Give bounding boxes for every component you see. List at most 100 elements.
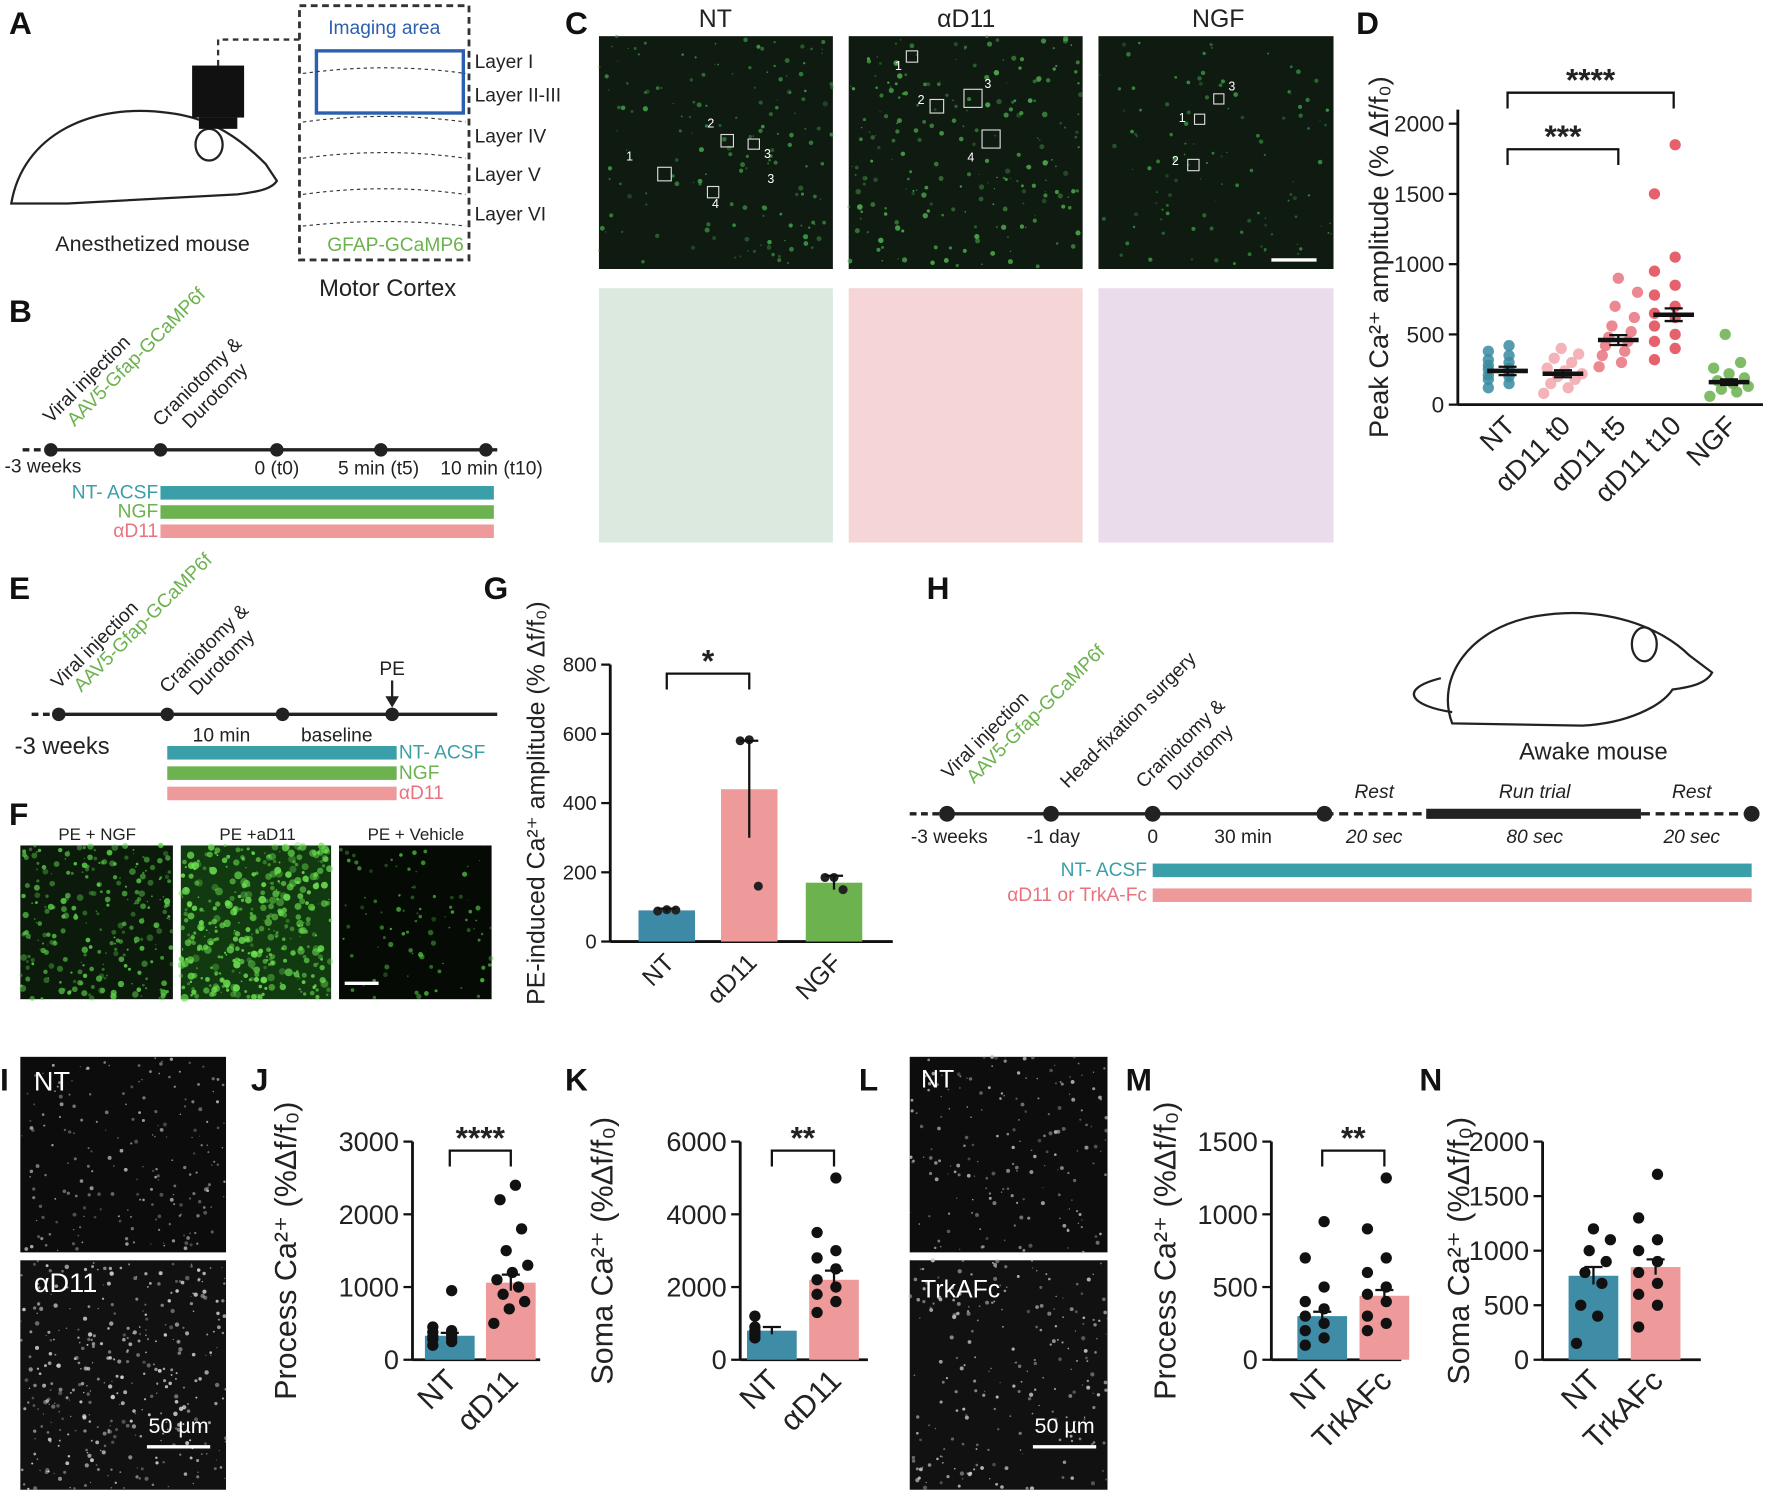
y-tick-label: 4000 xyxy=(666,1199,726,1230)
texture xyxy=(191,989,197,995)
significance-label: ** xyxy=(1341,1119,1366,1155)
texture xyxy=(955,58,957,61)
texture xyxy=(137,970,142,975)
texture xyxy=(1077,82,1080,85)
texture xyxy=(903,91,909,96)
texture xyxy=(1067,205,1072,210)
texture xyxy=(35,1164,40,1169)
texture xyxy=(1006,1187,1010,1191)
y-tick-label: 1500 xyxy=(1197,1126,1257,1157)
texture xyxy=(182,1423,185,1426)
texture xyxy=(773,64,776,68)
texture xyxy=(938,1297,943,1302)
texture xyxy=(862,117,867,122)
texture xyxy=(346,924,351,929)
y-tick-label: 800 xyxy=(563,655,597,677)
texture xyxy=(151,1169,155,1173)
roi-label: 1 xyxy=(1179,111,1186,125)
texture xyxy=(214,1382,220,1388)
texture xyxy=(976,1319,979,1322)
texture xyxy=(966,1077,968,1079)
texture xyxy=(316,962,319,965)
label: PE +aD11 xyxy=(219,825,295,844)
micrograph xyxy=(20,1260,227,1490)
texture xyxy=(964,1415,969,1420)
texture xyxy=(891,158,893,161)
texture xyxy=(1081,1219,1083,1221)
texture xyxy=(183,1165,187,1170)
texture xyxy=(309,990,315,996)
texture xyxy=(956,1072,961,1077)
texture xyxy=(1131,168,1134,171)
data-point xyxy=(1318,1332,1330,1344)
data-point xyxy=(1579,1266,1591,1279)
texture xyxy=(1090,1442,1094,1446)
texture xyxy=(224,951,227,954)
texture xyxy=(1220,183,1223,185)
texture xyxy=(975,1463,979,1467)
texture xyxy=(961,1477,964,1480)
texture xyxy=(963,48,966,50)
texture xyxy=(1094,1235,1098,1238)
data-point xyxy=(1669,139,1681,151)
texture xyxy=(288,855,296,863)
texture xyxy=(138,1477,141,1480)
texture xyxy=(129,1419,133,1423)
texture xyxy=(617,105,621,110)
label: 10 min xyxy=(193,725,251,746)
label: NT xyxy=(34,1066,70,1097)
texture xyxy=(110,1394,116,1400)
texture xyxy=(1112,143,1117,149)
texture xyxy=(1061,1341,1064,1344)
texture xyxy=(275,889,278,891)
texture xyxy=(109,860,116,867)
texture xyxy=(97,1468,99,1471)
roi xyxy=(929,98,945,114)
significance-bracket xyxy=(665,672,751,690)
texture xyxy=(713,63,716,66)
texture xyxy=(121,922,126,926)
texture xyxy=(928,1215,931,1218)
data-point xyxy=(1648,188,1661,200)
texture xyxy=(60,928,66,934)
texture xyxy=(1026,1309,1031,1314)
texture xyxy=(37,1286,41,1290)
texture xyxy=(134,1413,136,1415)
texture xyxy=(51,933,57,939)
texture xyxy=(266,914,271,920)
texture xyxy=(173,1085,176,1088)
texture xyxy=(909,1155,913,1159)
texture xyxy=(999,1284,1002,1287)
texture xyxy=(218,1450,220,1452)
texture xyxy=(43,969,48,975)
texture xyxy=(130,1085,134,1089)
texture xyxy=(973,1175,976,1177)
texture xyxy=(283,958,288,963)
timepoint xyxy=(1043,805,1059,822)
texture xyxy=(1047,1277,1051,1281)
texture xyxy=(86,1392,90,1396)
texture xyxy=(1053,1307,1056,1311)
texture xyxy=(985,1300,990,1305)
texture xyxy=(883,212,888,216)
texture xyxy=(918,1467,923,1472)
texture xyxy=(132,1409,136,1413)
texture xyxy=(165,1136,168,1138)
texture xyxy=(299,935,301,938)
roi-label: 3 xyxy=(1228,79,1235,93)
texture xyxy=(1035,1305,1039,1309)
texture xyxy=(191,905,198,912)
data-point xyxy=(1592,1310,1604,1322)
texture xyxy=(159,898,162,901)
data-point xyxy=(1503,349,1515,362)
texture xyxy=(1031,1055,1035,1060)
texture xyxy=(1054,1325,1058,1328)
y-tick-label: 0 xyxy=(1432,393,1445,418)
texture xyxy=(198,1107,203,1112)
texture xyxy=(117,980,125,988)
texture xyxy=(303,921,305,924)
texture xyxy=(212,1330,215,1333)
texture xyxy=(1081,1074,1083,1076)
texture xyxy=(1017,1390,1021,1394)
texture xyxy=(295,914,302,920)
